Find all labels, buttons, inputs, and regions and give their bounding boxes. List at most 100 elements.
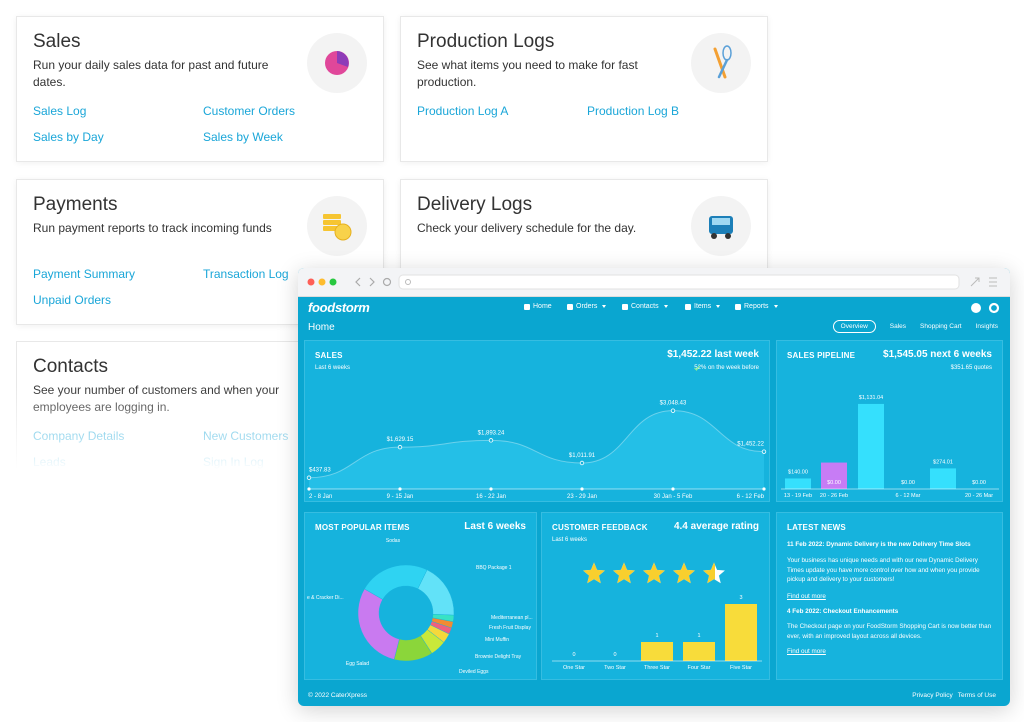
dashboard-window: foodstorm Home Overview Sales Shopping Car…: [298, 268, 1010, 706]
bar: [858, 403, 884, 489]
card-link[interactable]: Production Log B: [587, 104, 680, 118]
card: Production Logs See what items you need t…: [400, 16, 768, 162]
card-link[interactable]: Unpaid Orders: [33, 293, 112, 307]
card-description: Check your delivery schedule for the day…: [417, 221, 637, 235]
x-tick-label: Five Star: [730, 665, 752, 671]
nav-item[interactable]: Reports: [735, 303, 778, 310]
card: Sales Run your daily sales data for past …: [16, 16, 384, 162]
quotes-label: $351.65 quotes: [950, 365, 992, 371]
card-description: See your number of customers and when yo…: [33, 383, 280, 414]
nav-label: Reports: [744, 303, 769, 310]
x-tick-label: 6 - 12 Mar: [895, 493, 920, 499]
tab[interactable]: Shopping Cart: [920, 323, 962, 330]
news-link[interactable]: Find out more: [787, 593, 826, 600]
panel-subtitle: Last 6 weeks: [315, 365, 351, 371]
forward-arrow[interactable]: [369, 277, 375, 287]
nav-icon: [622, 303, 628, 310]
nav-icon: [685, 303, 691, 310]
card-link[interactable]: Sales by Week: [203, 130, 283, 144]
slice-label: e & Cracker Di...: [307, 595, 344, 601]
footer-link[interactable]: Privacy Policy: [912, 692, 953, 699]
bar: [683, 642, 715, 661]
card-link[interactable]: Production Log A: [417, 104, 509, 118]
slice-label: Fresh Fruit Display: [489, 625, 531, 631]
news-title: 11 Feb 2022: Dynamic Delivery is the new…: [787, 541, 971, 548]
nav-caret: [773, 305, 778, 308]
nav-item[interactable]: Orders: [567, 303, 607, 310]
axis-dot: [489, 487, 493, 491]
tab[interactable]: Overview: [832, 320, 876, 333]
value-label: $140.00: [788, 469, 808, 475]
card-link[interactable]: Sales by Day: [33, 130, 104, 144]
nav-icon: [567, 303, 573, 310]
panel-title: SALES PIPELINE: [787, 351, 856, 360]
nav-caret: [663, 305, 668, 308]
panel-subtitle: Last 6 weeks: [552, 537, 588, 543]
point: [670, 408, 676, 413]
news-panel: LATEST NEWS 11 Feb 2022: Dynamic Deliver…: [776, 512, 1003, 680]
popular-panel: MOST POPULAR ITEMS Last 6 weeks Sodas BBQ…: [304, 512, 537, 680]
close-dot[interactable]: [307, 278, 315, 286]
sales-line: [308, 410, 765, 479]
nav-label: Home: [533, 303, 552, 310]
footer-link[interactable]: Terms of Use: [957, 692, 996, 699]
card-link[interactable]: Transaction Log: [203, 267, 289, 281]
axis-dot: [580, 487, 584, 491]
card-link[interactable]: Leads: [33, 455, 66, 469]
card-link[interactable]: Sign In Log: [203, 455, 264, 469]
minimize-dot[interactable]: [318, 278, 326, 286]
tab[interactable]: Sales: [889, 323, 907, 330]
value-label: $274.01: [933, 459, 953, 465]
slice-label: Sodas: [386, 538, 401, 544]
feedback-chart: 0 One Star 0 Two Star 1 Three Star 1 Four Star 3…: [552, 562, 762, 671]
settings-icon[interactable]: [988, 302, 1000, 314]
x-tick-label: 9 - 15 Jan: [387, 494, 414, 500]
x-tick-label: 2 - 8 Jan: [309, 494, 332, 500]
panel-headline: 4.4 average rating: [673, 521, 759, 532]
value-label: $1,011.91: [569, 453, 596, 459]
card-title: Contacts: [33, 356, 108, 377]
menu-icon[interactable]: [989, 277, 997, 287]
x-tick-label: Three Star: [644, 665, 670, 671]
value-label: $1,131.04: [859, 395, 883, 401]
value-label: $437.83: [309, 468, 331, 474]
slice-label: Mediterranean pl...: [491, 615, 533, 621]
x-tick-label: 6 - 12 Feb: [737, 494, 765, 500]
x-tick-label: 16 - 22 Jan: [476, 494, 506, 500]
x-tick-label: 13 - 19 Feb: [784, 493, 812, 499]
nav-icon: [524, 303, 530, 310]
browser-chrome: [298, 268, 1010, 297]
panel-title: CUSTOMER FEEDBACK: [552, 523, 648, 532]
value-label: $0.00: [901, 480, 915, 486]
nav-label: Items: [694, 303, 712, 310]
nav-item[interactable]: Home: [524, 303, 552, 310]
news-title: 4 Feb 2022: Checkout Enhancements: [787, 608, 899, 615]
zoom-dot[interactable]: [329, 278, 337, 286]
point: [761, 449, 767, 454]
value-label: $0.00: [972, 480, 986, 486]
nav-item[interactable]: Items: [685, 303, 721, 310]
card-link[interactable]: New Customers: [203, 429, 289, 443]
nav-item[interactable]: Contacts: [622, 303, 668, 310]
nav-label: Contacts: [631, 303, 659, 310]
back-arrow[interactable]: [355, 277, 361, 287]
point: [579, 460, 585, 466]
value-label: 0: [613, 652, 616, 658]
footer-links: Privacy Policy Terms of Use: [912, 692, 996, 699]
card-link[interactable]: Sales Log: [33, 104, 87, 118]
reload-icon[interactable]: [382, 277, 392, 287]
address-bar[interactable]: [398, 274, 960, 290]
donut-chart: Sodas BBQ Package 1 Mediterranean pl... Fre…: [307, 538, 533, 675]
help-icon[interactable]: [971, 303, 981, 313]
panel-headline: Last 6 weeks: [464, 521, 526, 532]
card-link[interactable]: Payment Summary: [33, 267, 136, 281]
slice-label: Mini Muffin: [485, 637, 509, 643]
card-link[interactable]: Customer Orders: [203, 104, 296, 118]
card-link[interactable]: Company Details: [33, 429, 125, 443]
expand-icon[interactable]: [970, 277, 980, 287]
news-link[interactable]: Find out more: [787, 648, 826, 655]
brand[interactable]: foodstorm: [308, 300, 370, 315]
tab[interactable]: Insights: [975, 323, 998, 330]
